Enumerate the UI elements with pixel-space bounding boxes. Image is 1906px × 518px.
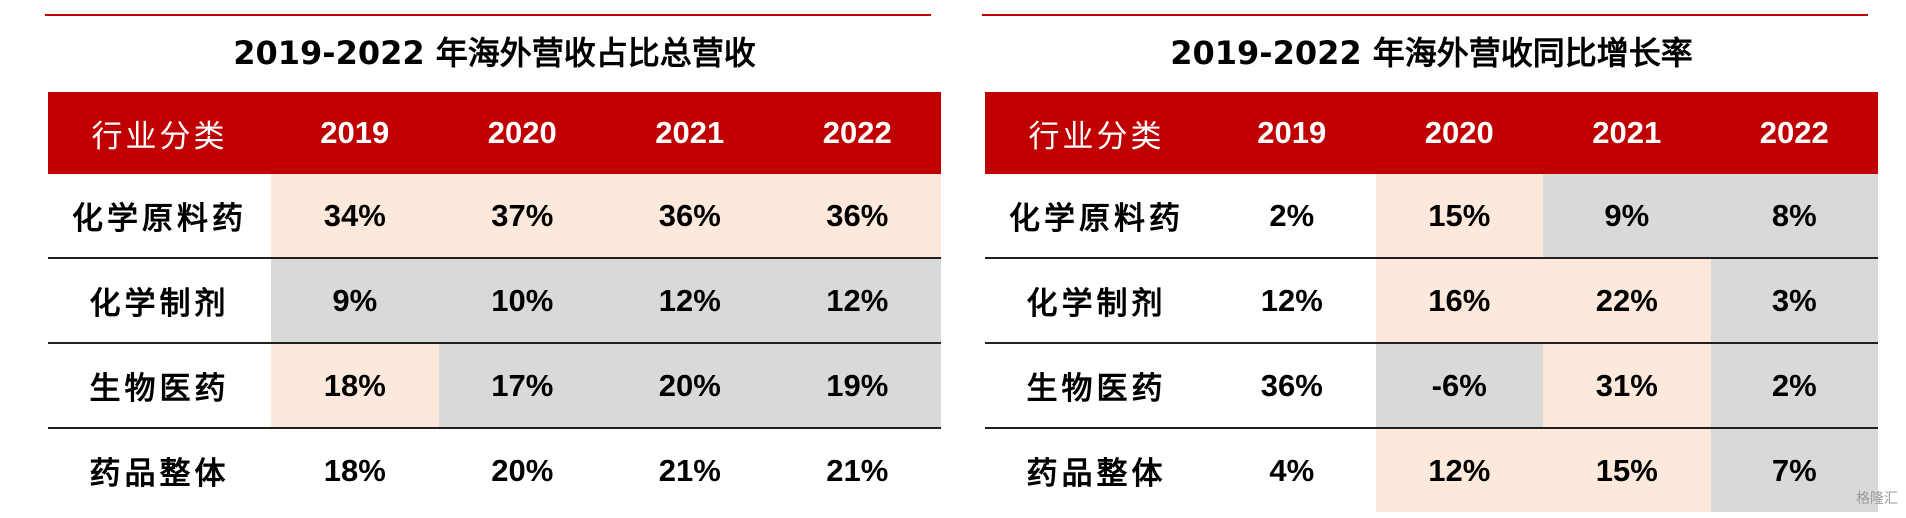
- watermark-text: 格隆汇: [1856, 491, 1898, 507]
- overseas-growth-table: 行业分类 2019 2020 2021 2022 化学原料药 2% 15% 9% 8% 化…: [985, 92, 1878, 512]
- value-cell: 12%: [1208, 258, 1376, 344]
- row-label: 化学制剂: [48, 258, 271, 344]
- value-cell: 21%: [606, 428, 774, 512]
- value-cell: 20%: [606, 343, 774, 429]
- value-cell: 21%: [773, 428, 941, 512]
- row-label: 化学制剂: [985, 258, 1208, 344]
- row-label: 化学原料药: [985, 174, 1208, 259]
- header-row: 行业分类 2019 2020 2021 2022: [985, 92, 1878, 174]
- row-label: 药品整体: [1026, 456, 1167, 492]
- value-cell: 22%: [1543, 258, 1711, 344]
- value-cell: 31%: [1543, 343, 1711, 429]
- value-cell: 36%: [1208, 343, 1376, 429]
- table-row: 化学制剂 9% 10% 12% 12%: [48, 258, 941, 344]
- value-cell: 12%: [773, 258, 941, 344]
- header-cell: 2021: [1543, 92, 1711, 174]
- header-cell: 行业分类: [985, 92, 1208, 174]
- value-cell: 15%: [1543, 428, 1711, 512]
- header-cell: 2022: [1710, 92, 1878, 174]
- watermark-logo: 格隆汇: [1856, 488, 1898, 508]
- value-cell: 9%: [271, 258, 439, 344]
- overseas-share-table: 行业分类 2019 2020 2021 2022 化学原料药 34% 37% 36% 3…: [48, 92, 941, 512]
- value-cell: 12%: [606, 258, 774, 344]
- table-row: 生物医药 36% -6% 31% 2%: [985, 343, 1878, 429]
- header-cell: 2021: [606, 92, 774, 174]
- value-cell: 3%: [1710, 258, 1878, 344]
- value-cell: 8%: [1710, 174, 1878, 259]
- value-cell: 17%: [438, 343, 606, 429]
- table-title: 2019-2022 年海外营收占比总营收: [233, 34, 756, 72]
- row-label: 生物医药: [985, 343, 1208, 429]
- table-body: 化学原料药 2% 15% 9% 8% 化学制剂 12% 16% 22% 3% 生物医药 36% -6% 3…: [985, 174, 1878, 512]
- table-row: 生物医药 18% 17% 20% 19%: [48, 343, 941, 429]
- row-label: 化学原料药: [48, 174, 271, 259]
- row-label: 药品整体: [89, 456, 230, 492]
- value-cell: 2%: [1710, 343, 1878, 429]
- row-label: 生物医药: [48, 343, 271, 429]
- value-cell: 12%: [1375, 428, 1543, 512]
- header-cell: 2019: [271, 92, 439, 174]
- table-row: 化学制剂 12% 16% 22% 3%: [985, 258, 1878, 344]
- value-cell: 10%: [438, 258, 606, 344]
- value-cell: 9%: [1543, 174, 1711, 259]
- top-rule: [982, 14, 1868, 16]
- left-panel: 2019-2022 年海外营收占比总营收 行业分类 2019 2020 2021…: [45, 0, 943, 518]
- value-cell: 18%: [271, 428, 439, 512]
- value-cell: 36%: [773, 174, 941, 259]
- value-cell: 16%: [1375, 258, 1543, 344]
- right-panel: 2019-2022 年海外营收同比增长率 行业分类 2019 2020 2021…: [982, 0, 1880, 518]
- value-cell: 37%: [438, 174, 606, 259]
- value-cell: 20%: [438, 428, 606, 512]
- value-cell: 34%: [271, 174, 439, 259]
- value-cell: 4%: [1208, 428, 1376, 512]
- value-cell: 2%: [1208, 174, 1376, 259]
- table-row: 化学原料药 2% 15% 9% 8%: [985, 174, 1878, 259]
- value-cell: 15%: [1375, 174, 1543, 259]
- value-cell: -6%: [1375, 343, 1543, 429]
- table-row: 化学原料药 34% 37% 36% 36%: [48, 174, 941, 259]
- table-row: 药品整体 4% 12% 15% 7%: [985, 428, 1878, 512]
- value-cell: 7%: [1710, 428, 1878, 512]
- value-cell: 36%: [606, 174, 774, 259]
- header-cell: 2020: [1375, 92, 1543, 174]
- table-body: 化学原料药 34% 37% 36% 36% 化学制剂 9% 10% 12% 12% 生物医药 18% 1…: [48, 174, 941, 512]
- header-cell: 2019: [1208, 92, 1376, 174]
- table-title: 2019-2022 年海外营收同比增长率: [1170, 34, 1693, 72]
- header-cell: 2022: [773, 92, 941, 174]
- header-cell: 2020: [438, 92, 606, 174]
- value-cell: 19%: [773, 343, 941, 429]
- header-cell: 行业分类: [48, 92, 271, 174]
- top-rule: [45, 14, 931, 16]
- header-row: 行业分类 2019 2020 2021 2022: [48, 92, 941, 174]
- table-row: 药品整体 18% 20% 21% 21%: [48, 428, 941, 512]
- value-cell: 18%: [271, 343, 439, 429]
